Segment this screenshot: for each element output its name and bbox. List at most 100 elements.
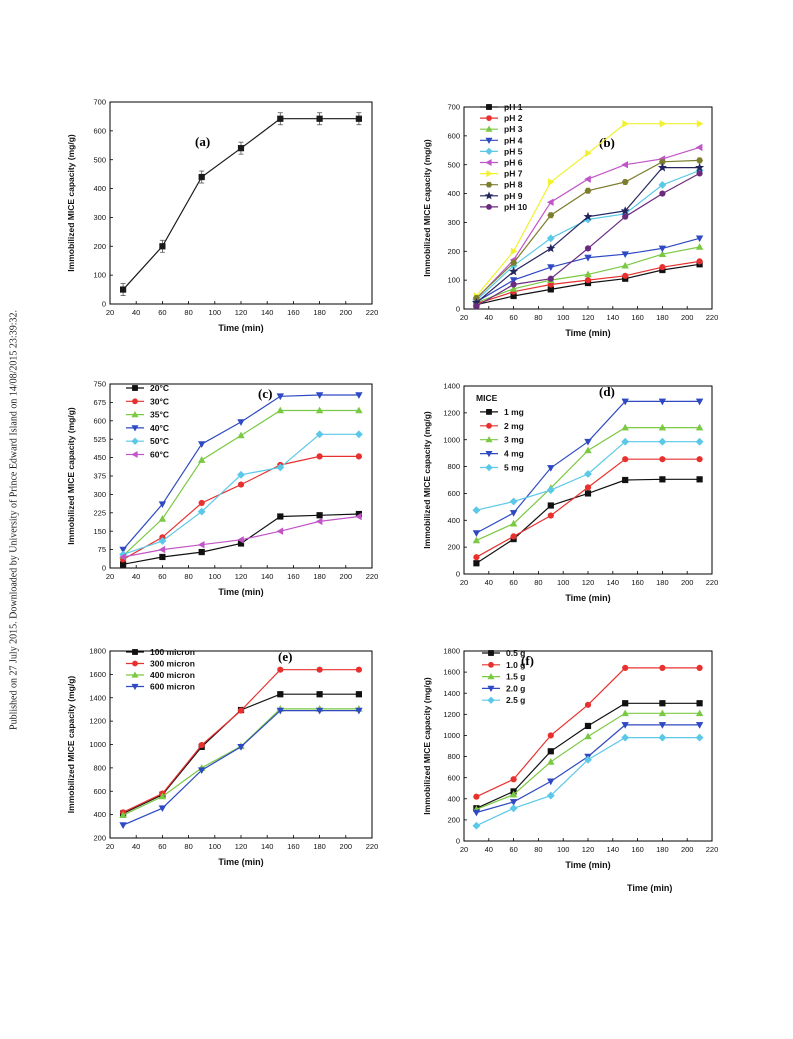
data-point bbox=[584, 701, 592, 708]
legend-item: 0.5 g bbox=[482, 648, 525, 658]
panel-label-e: (e) bbox=[278, 649, 292, 664]
y-tick-label: 1600 bbox=[89, 670, 106, 679]
data-point bbox=[584, 490, 592, 497]
x-tick-label: 100 bbox=[209, 842, 222, 851]
legend-item: 600 micron bbox=[126, 682, 195, 692]
data-point bbox=[621, 733, 630, 742]
data-point bbox=[472, 821, 481, 830]
legend-item: 100 micron bbox=[126, 647, 195, 657]
legend-label: 30°C bbox=[150, 396, 169, 406]
data-point bbox=[509, 497, 518, 506]
data-point bbox=[315, 392, 324, 399]
y-tick-label: 400 bbox=[447, 794, 460, 803]
legend-item: pH 10 bbox=[480, 202, 527, 212]
y-tick-label: 600 bbox=[93, 787, 106, 796]
y-tick-label: 100 bbox=[93, 271, 106, 280]
x-tick-label: 120 bbox=[582, 845, 595, 854]
legend-item: pH 4 bbox=[480, 135, 523, 145]
data-point bbox=[473, 303, 480, 310]
legend-marker bbox=[485, 158, 492, 167]
data-point bbox=[696, 119, 704, 128]
legend-item: 2 mg bbox=[480, 421, 524, 431]
x-tick-label: 40 bbox=[485, 845, 493, 854]
panel-label-c: (c) bbox=[258, 386, 272, 401]
data-point bbox=[658, 398, 667, 406]
legend-label: pH 4 bbox=[504, 135, 523, 145]
x-tick-label: 220 bbox=[366, 572, 379, 581]
y-tick-label: 400 bbox=[447, 516, 460, 525]
data-point bbox=[584, 732, 592, 740]
data-point bbox=[473, 793, 480, 800]
legend-marker bbox=[485, 436, 493, 443]
x-tick-label: 200 bbox=[340, 308, 353, 317]
x-tick-label: 40 bbox=[132, 308, 140, 317]
legend-item: 5 mg bbox=[480, 463, 524, 473]
legend-marker bbox=[486, 170, 493, 178]
legend-marker bbox=[487, 685, 495, 693]
data-point bbox=[658, 709, 667, 717]
data-point bbox=[510, 259, 518, 266]
series-d-5 bbox=[472, 437, 704, 515]
data-point bbox=[547, 748, 554, 755]
y-tick-label: 500 bbox=[93, 155, 106, 164]
data-point bbox=[509, 510, 518, 517]
legend-item: 20°C bbox=[126, 383, 169, 393]
chart-panel-a: 20 40 60 80 100 120 140 160 180 200 220 0 100 200 300 4… bbox=[66, 98, 378, 333]
legend-label: 1.0 g bbox=[506, 660, 525, 670]
data-point bbox=[355, 666, 363, 673]
x-tick-label: 80 bbox=[184, 572, 192, 581]
data-point bbox=[621, 179, 629, 185]
legend-item: pH 8 bbox=[480, 180, 523, 190]
legend-label: pH 9 bbox=[504, 191, 523, 201]
data-point bbox=[584, 187, 592, 194]
data-point bbox=[197, 441, 206, 448]
y-tick-label: 400 bbox=[93, 184, 106, 193]
data-point bbox=[546, 486, 555, 495]
legend-item: 400 micron bbox=[126, 670, 195, 680]
legend-marker bbox=[486, 408, 492, 415]
x-tick-label: 220 bbox=[706, 578, 719, 587]
data-point bbox=[546, 234, 555, 243]
legend-label: 20°C bbox=[150, 383, 169, 393]
x-tick-label: 220 bbox=[706, 313, 719, 322]
data-point bbox=[547, 757, 555, 765]
x-tick-label: 160 bbox=[631, 845, 644, 854]
legend-label: pH 3 bbox=[504, 124, 523, 134]
data-point bbox=[546, 198, 554, 206]
data-point bbox=[158, 792, 167, 800]
x-axis-label: Time (min) bbox=[565, 328, 610, 338]
data-point bbox=[622, 119, 630, 128]
legend-label: 50°C bbox=[150, 436, 169, 446]
data-point bbox=[277, 115, 284, 122]
legend-label: 60°C bbox=[150, 450, 169, 460]
data-point bbox=[510, 281, 517, 288]
chart-panel-f: 20 40 60 80 100 120 140 160 180 200 220 0 200 400 600 8… bbox=[422, 647, 718, 870]
y-tick-label: 400 bbox=[447, 189, 460, 198]
data-point bbox=[547, 778, 555, 786]
x-tick-label: 200 bbox=[681, 845, 694, 854]
data-point bbox=[658, 423, 667, 431]
legend-marker bbox=[484, 191, 494, 200]
data-point bbox=[657, 162, 667, 172]
data-point bbox=[622, 456, 629, 463]
data-point bbox=[622, 664, 629, 671]
data-point bbox=[584, 254, 592, 262]
legend-item: 35°C bbox=[126, 410, 169, 420]
x-tick-label: 120 bbox=[235, 308, 248, 317]
y-tick-label: 600 bbox=[93, 126, 106, 135]
x-tick-label: 140 bbox=[607, 578, 620, 587]
x-tick-label: 40 bbox=[132, 572, 140, 581]
series-c-4 bbox=[119, 392, 363, 554]
panel-label-a: (a) bbox=[195, 134, 210, 149]
data-point bbox=[198, 173, 205, 181]
chart-panel-e: 20 40 60 80 100 120 140 160 180 200 220 200 400 600 80… bbox=[66, 647, 378, 867]
x-tick-label: 40 bbox=[485, 313, 493, 322]
data-point bbox=[315, 430, 324, 439]
data-point bbox=[355, 115, 363, 122]
data-point bbox=[276, 527, 284, 535]
legend-label: 2 mg bbox=[504, 421, 524, 431]
data-point bbox=[696, 664, 703, 671]
data-point bbox=[696, 157, 704, 164]
y-tick-label: 1200 bbox=[443, 710, 460, 719]
data-point bbox=[584, 270, 592, 278]
